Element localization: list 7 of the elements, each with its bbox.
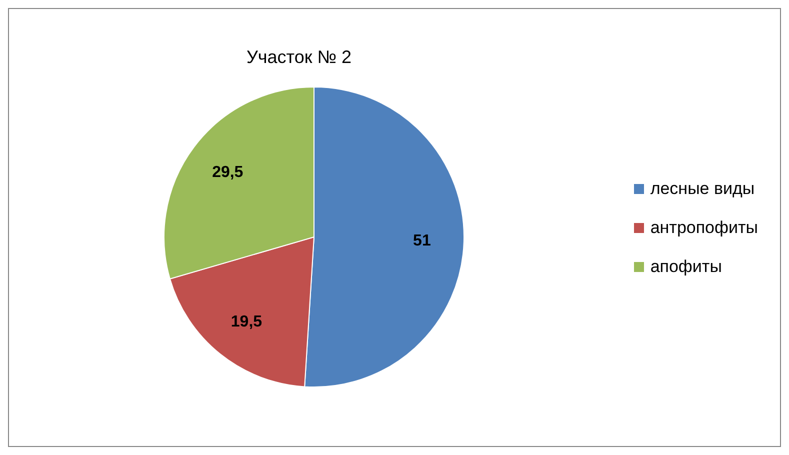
data-label: 19,5 xyxy=(230,312,262,330)
legend-label: апофиты xyxy=(650,256,722,276)
data-label: 51 xyxy=(413,232,431,249)
data-label: 29,5 xyxy=(212,164,244,181)
legend-label: лесные виды xyxy=(650,178,755,198)
legend-label: антропофиты xyxy=(650,218,758,238)
chart-title: Участок № 2 xyxy=(246,47,352,67)
